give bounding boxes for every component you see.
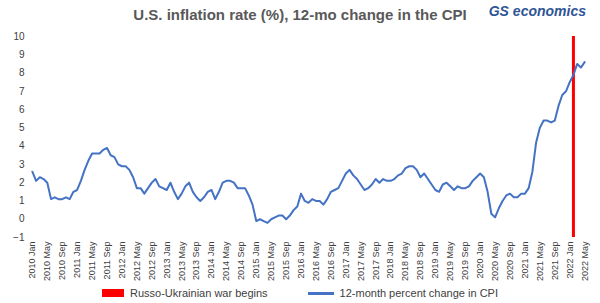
svg-text:2012 May: 2012 May bbox=[132, 241, 142, 281]
svg-text:2016 Sep: 2016 Sep bbox=[326, 242, 336, 281]
svg-text:2014 Jan: 2014 Jan bbox=[206, 242, 216, 279]
svg-text:2018 Jan: 2018 Jan bbox=[385, 242, 395, 279]
svg-text:5: 5 bbox=[19, 122, 25, 133]
svg-text:1: 1 bbox=[19, 195, 25, 206]
svg-text:−1: −1 bbox=[13, 232, 25, 243]
svg-text:2014 May: 2014 May bbox=[221, 241, 231, 281]
svg-text:2022 Jan: 2022 Jan bbox=[565, 242, 575, 279]
svg-text:2016 May: 2016 May bbox=[311, 241, 321, 281]
html-text:U.S. inflation rate (%), 12-mo: U.S. inflation rate (%), 12-mo change in… bbox=[133, 6, 467, 23]
svg-text:2019 May: 2019 May bbox=[445, 241, 455, 281]
svg-text:2011 Sep: 2011 Sep bbox=[102, 242, 112, 280]
svg-text:8: 8 bbox=[19, 67, 25, 78]
svg-text:2010 Sep: 2010 Sep bbox=[57, 242, 67, 281]
svg-text:9: 9 bbox=[19, 49, 25, 60]
svg-text:2019 Jan: 2019 Jan bbox=[430, 242, 440, 279]
svg-text:2011 May: 2011 May bbox=[87, 241, 97, 280]
svg-text:2021 Jan: 2021 Jan bbox=[520, 242, 530, 279]
svg-text:2015 Jan: 2015 Jan bbox=[251, 242, 261, 279]
svg-text:2016 Jan: 2016 Jan bbox=[296, 242, 306, 279]
svg-text:2010 Jan: 2010 Jan bbox=[27, 242, 37, 279]
svg-text:2013 Sep: 2013 Sep bbox=[191, 242, 201, 281]
svg-text:2020 Sep: 2020 Sep bbox=[505, 242, 515, 281]
svg-text:2010 May: 2010 May bbox=[42, 241, 52, 281]
svg-text:10: 10 bbox=[13, 31, 25, 42]
svg-text:2021 Sep: 2021 Sep bbox=[550, 242, 560, 281]
html-text:Russo-Ukrainian war begins: Russo-Ukrainian war begins bbox=[130, 287, 268, 299]
svg-text:2015 Sep: 2015 Sep bbox=[281, 242, 291, 281]
html-text:12-month percent change in CPI: 12-month percent change in CPI bbox=[339, 287, 498, 299]
svg-text:0: 0 bbox=[19, 213, 25, 224]
svg-text:2014 Sep: 2014 Sep bbox=[236, 242, 246, 281]
svg-text:2018 May: 2018 May bbox=[400, 241, 410, 281]
svg-text:2: 2 bbox=[19, 177, 25, 188]
svg-text:2013 Jan: 2013 Jan bbox=[162, 242, 172, 279]
svg-text:2020 May: 2020 May bbox=[490, 241, 500, 281]
svg-text:7: 7 bbox=[19, 86, 25, 97]
svg-text:2011 Jan: 2011 Jan bbox=[72, 242, 82, 278]
svg-text:2021 May: 2021 May bbox=[535, 241, 545, 281]
svg-text:2012 Jan: 2012 Jan bbox=[117, 242, 127, 279]
svg-text:2017 May: 2017 May bbox=[356, 241, 366, 281]
svg-text:6: 6 bbox=[19, 104, 25, 115]
svg-text:3: 3 bbox=[19, 159, 25, 170]
svg-text:2020 Jan: 2020 Jan bbox=[475, 242, 485, 279]
svg-text:2012 Sep: 2012 Sep bbox=[147, 242, 157, 281]
svg-text:2018 Sep: 2018 Sep bbox=[415, 242, 425, 281]
svg-text:2022 May: 2022 May bbox=[580, 241, 590, 281]
svg-text:2015 May: 2015 May bbox=[266, 241, 276, 281]
html-text:GS economics: GS economics bbox=[488, 3, 586, 19]
svg-text:2017 Sep: 2017 Sep bbox=[371, 242, 381, 281]
svg-text:2017 Jan: 2017 Jan bbox=[341, 242, 351, 279]
svg-text:2019 Sep: 2019 Sep bbox=[460, 242, 470, 281]
svg-text:4: 4 bbox=[19, 140, 25, 151]
svg-text:2013 May: 2013 May bbox=[177, 241, 187, 281]
